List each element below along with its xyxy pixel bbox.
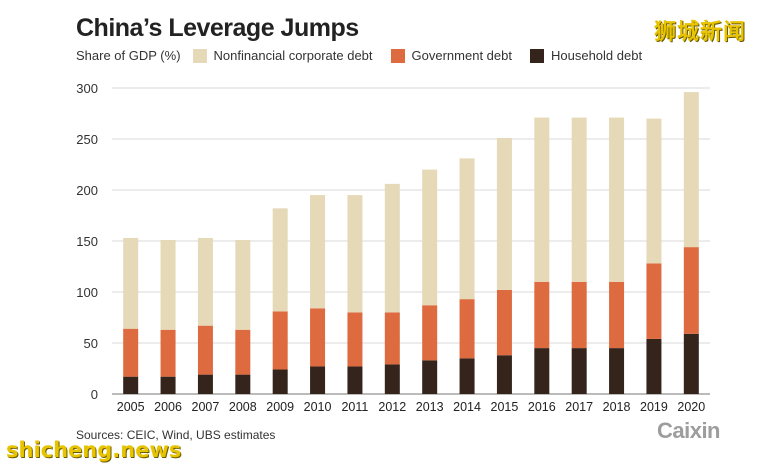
bar-segment-household	[272, 369, 288, 394]
x-tick-label: 2012	[378, 400, 406, 414]
bar-segment-household	[347, 366, 363, 394]
bar-segment-household	[459, 358, 475, 394]
y-tick-label: 0	[91, 387, 98, 402]
bar-segment-government	[310, 308, 326, 367]
bar-segment-nonfinancial	[235, 239, 251, 330]
x-tick-label: 2010	[304, 400, 332, 414]
x-tick-label: 2005	[117, 400, 145, 414]
x-tick-label: 2007	[192, 400, 220, 414]
legend-label-nonfinancial: Nonfinancial corporate debt	[213, 48, 373, 63]
bar-segment-government	[571, 281, 587, 349]
y-tick-label: 200	[76, 183, 98, 198]
legend: Share of GDP (%) Nonfinancial corporate …	[76, 48, 660, 63]
bar-segment-nonfinancial	[384, 183, 400, 313]
x-tick-label: 2014	[453, 400, 481, 414]
bar-segment-nonfinancial	[123, 237, 139, 329]
x-tick-label: 2018	[603, 400, 631, 414]
x-tick-label: 2006	[154, 400, 182, 414]
watermark-top: 狮城新闻	[653, 20, 746, 45]
bar-segment-government	[609, 281, 625, 349]
legend-label-household: Household debt	[550, 48, 643, 63]
bar-segment-nonfinancial	[496, 137, 512, 290]
x-tick-label: 2013	[416, 400, 444, 414]
legend-label-government: Government debt	[411, 48, 512, 63]
x-tick-label: 2011	[341, 400, 368, 414]
bar-segment-nonfinancial	[310, 195, 326, 309]
bar-segment-government	[496, 289, 512, 356]
bar-segment-nonfinancial	[347, 195, 363, 313]
y-tick-label: 150	[76, 234, 98, 249]
legend-swatch-nonfinancial	[192, 48, 207, 63]
bar-segment-government	[534, 281, 550, 349]
bar-segment-nonfinancial	[609, 117, 625, 282]
bar-segment-nonfinancial	[683, 92, 699, 248]
x-tick-label: 2015	[491, 400, 519, 414]
bar-segment-government	[459, 299, 475, 359]
legend-swatch-government	[390, 48, 405, 63]
bar-segment-household	[310, 366, 326, 394]
watermark-bottom: shicheng.news	[6, 438, 182, 462]
legend-item-government: Government debt	[390, 48, 512, 63]
bar-segment-nonfinancial	[160, 239, 176, 330]
bar-segment-nonfinancial	[272, 208, 288, 312]
y-tick-label: 50	[84, 336, 98, 351]
bar-segment-nonfinancial	[646, 118, 662, 264]
legend-item-household: Household debt	[529, 48, 643, 63]
bar-segment-government	[347, 312, 363, 367]
chart-title: China’s Leverage Jumps	[76, 14, 359, 42]
bar-segment-government	[272, 311, 288, 370]
y-tick-label: 100	[76, 285, 98, 300]
bar-segment-government	[160, 329, 176, 377]
bar-segment-household	[123, 376, 139, 394]
bar-segment-household	[646, 338, 662, 394]
legend-swatch-household	[529, 48, 544, 63]
bar-segment-nonfinancial	[197, 237, 213, 326]
bar-segment-government	[123, 328, 139, 377]
bar-segment-household	[197, 374, 213, 394]
y-tick-label: 300	[76, 81, 98, 96]
bar-segment-government	[197, 325, 213, 375]
y-tick-label: 250	[76, 132, 98, 147]
caixin-logo: Caixin	[656, 418, 721, 443]
x-tick-label: 2017	[565, 400, 593, 414]
bar-segment-household	[571, 348, 587, 394]
bar-segment-government	[235, 329, 251, 375]
bar-segment-government	[683, 247, 699, 334]
x-tick-label: 2016	[528, 400, 556, 414]
bar-segment-nonfinancial	[534, 117, 550, 282]
bar-segment-government	[384, 312, 400, 365]
x-tick-label: 2009	[266, 400, 294, 414]
bar-segment-nonfinancial	[422, 169, 438, 306]
bar-segment-government	[422, 305, 438, 361]
y-axis-label: Share of GDP (%)	[76, 48, 181, 63]
bar-segment-household	[422, 360, 438, 394]
x-tick-label: 2008	[229, 400, 257, 414]
bar-segment-household	[683, 333, 699, 394]
bar-segment-household	[534, 348, 550, 394]
bar-segment-household	[160, 376, 176, 394]
bar-segment-nonfinancial	[459, 158, 475, 300]
x-tick-label: 2019	[640, 400, 668, 414]
bar-segment-household	[496, 355, 512, 394]
legend-item-nonfinancial: Nonfinancial corporate debt	[192, 48, 373, 63]
bar-segment-nonfinancial	[571, 117, 587, 282]
x-tick-label: 2020	[677, 400, 705, 414]
source-note: Sources: CEIC, Wind, UBS estimates	[76, 428, 276, 442]
bar-segment-household	[235, 374, 251, 394]
bar-segment-government	[646, 263, 662, 339]
bar-segment-household	[609, 348, 625, 394]
bar-segment-household	[384, 364, 400, 394]
